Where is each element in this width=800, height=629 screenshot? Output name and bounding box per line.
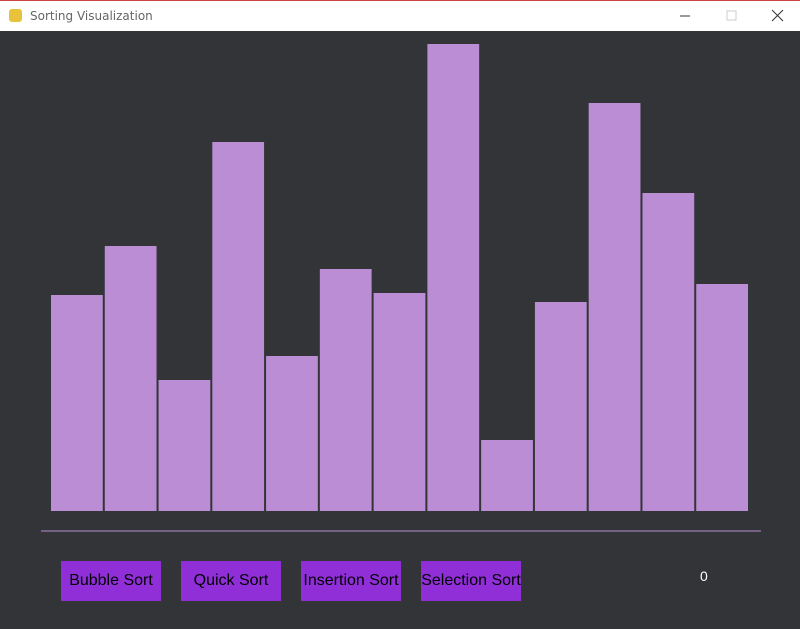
bar <box>266 356 318 511</box>
insertion-sort-button[interactable]: Insertion Sort <box>301 561 401 601</box>
step-counter: 0 <box>700 568 708 584</box>
minimize-button[interactable] <box>662 1 708 31</box>
close-button[interactable] <box>754 1 800 31</box>
bar <box>696 284 748 511</box>
maximize-button[interactable] <box>708 1 754 31</box>
bar <box>534 302 587 511</box>
bar <box>427 44 480 511</box>
bar <box>588 103 641 511</box>
bar <box>481 440 533 511</box>
bar <box>212 142 265 511</box>
app-icon <box>9 9 22 22</box>
window-title: Sorting Visualization <box>30 9 153 23</box>
bar <box>642 193 695 511</box>
quick-sort-button[interactable]: Quick Sort <box>181 561 281 601</box>
bar <box>51 295 103 511</box>
bubble-sort-button[interactable]: Bubble Sort <box>61 561 161 601</box>
title-bar: Sorting Visualization <box>0 0 800 31</box>
bar <box>158 380 211 511</box>
bar <box>319 269 372 511</box>
bar-chart <box>41 44 761 532</box>
bar <box>104 246 157 511</box>
selection-sort-button[interactable]: Selection Sort <box>421 561 521 601</box>
bar <box>373 293 426 511</box>
